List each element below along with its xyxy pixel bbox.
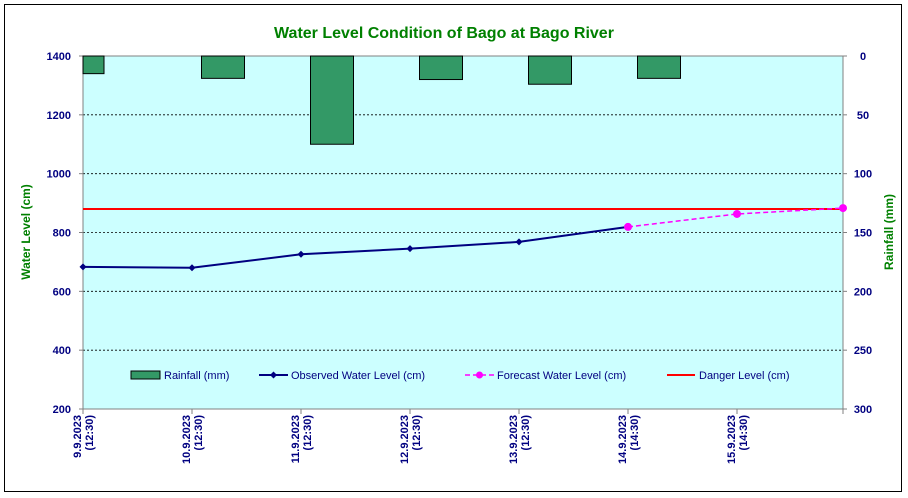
forecast-point: [624, 222, 632, 231]
x-tick-label-time: (12:30): [520, 415, 532, 451]
x-tick-label-time: (14:30): [738, 415, 750, 451]
x-tick-label-time: (14:30): [629, 415, 641, 451]
rainfall-bar: [310, 55, 354, 145]
legend-danger-label: Danger Level (cm): [699, 370, 789, 382]
x-tick-label-date: 13.9.2023: [508, 415, 520, 464]
legend: Rainfall (mm) Observed Water Level (cm) Fo…: [130, 370, 789, 382]
observed-point: [406, 245, 414, 253]
x-tick-label-time: (12:30): [302, 415, 314, 451]
x-tick-label-date: 11.9.2023: [290, 415, 302, 463]
y-left-tick-label: 1000: [47, 169, 71, 181]
x-tick-label-date: 12.9.2023: [399, 415, 411, 464]
forecast-point: [839, 204, 847, 213]
y-right-tick-label: 150: [854, 228, 872, 240]
observed-point: [188, 264, 196, 272]
y-left-axis-title: Water Level (cm): [19, 184, 33, 280]
x-tick-label-time: (12:30): [84, 415, 96, 451]
x-tick-label-date: 15.9.2023: [726, 415, 738, 464]
y-left-tick-label: 1200: [47, 110, 71, 122]
rainfall-bar: [201, 55, 245, 79]
legend-rainfall-label: Rainfall (mm): [164, 370, 229, 382]
observed-point: [515, 238, 523, 246]
x-tick-label-date: 10.9.2023: [181, 415, 193, 464]
y-left-tick-label: 1400: [47, 51, 71, 63]
y-right-tick-label: 200: [854, 286, 872, 298]
legend-observed-marker: [270, 371, 277, 379]
rainfall-bar: [637, 55, 681, 79]
y-left-tick-label: 200: [53, 404, 71, 416]
y-right-tick-label: 100: [854, 169, 872, 181]
forecast-line: [627, 207, 844, 228]
y-right-tick-label: 250: [854, 345, 872, 357]
y-right-tick-label: 0: [860, 51, 866, 63]
y-right-axis-title: Rainfall (mm): [882, 194, 896, 270]
x-tick-label-time: (12:30): [411, 415, 423, 451]
observed-line: [82, 225, 629, 269]
y-left-tick-label: 600: [53, 286, 71, 298]
y-right-tick-label: 300: [854, 404, 872, 416]
rainfall-bar: [419, 55, 463, 81]
y-right-tick-label: 50: [857, 110, 869, 122]
x-tick-label-date: 9.9.2023: [72, 415, 84, 458]
legend-forecast-marker: [476, 371, 483, 379]
x-tick-label-date: 14.9.2023: [617, 415, 629, 464]
rainfall-bar: [528, 55, 572, 85]
forecast-point: [733, 209, 741, 218]
observed-point: [297, 250, 305, 258]
rainfall-bar: [82, 55, 105, 75]
chart-frame: [4, 4, 902, 492]
legend-forecast-label: Forecast Water Level (cm): [497, 370, 626, 382]
observed-point: [79, 263, 87, 271]
chart-title: Water Level Condition of Bago at Bago Ri…: [274, 25, 614, 42]
legend-rainfall-swatch: [130, 370, 161, 380]
legend-observed-label: Observed Water Level (cm): [291, 370, 425, 382]
x-tick-label-time: (12:30): [193, 415, 205, 451]
y-left-tick-label: 400: [53, 345, 71, 357]
y-left-tick-label: 800: [53, 228, 71, 240]
